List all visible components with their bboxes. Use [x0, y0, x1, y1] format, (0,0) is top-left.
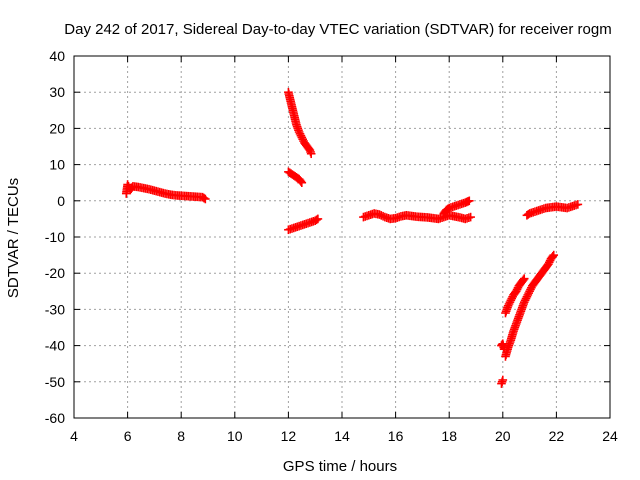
data-point — [549, 250, 559, 260]
data-point — [466, 212, 475, 222]
x-tick-label: 14 — [334, 428, 350, 444]
x-tick-label: 4 — [70, 428, 78, 444]
data-point — [312, 215, 321, 225]
x-tick-labels: 4 6 8 10 12 14 16 18 20 22 24 — [70, 428, 618, 444]
y-tick-label: 30 — [49, 84, 65, 100]
data-point — [498, 375, 508, 385]
y-tick-label: 10 — [49, 157, 65, 173]
x-tick-label: 6 — [124, 428, 132, 444]
x-axis-label: GPS time / hours — [283, 458, 397, 475]
y-tick-label: -50 — [45, 374, 65, 390]
x-tick-label: 12 — [281, 428, 297, 444]
x-tick-label: 16 — [388, 428, 404, 444]
data-point — [519, 274, 529, 283]
data-point — [297, 178, 307, 187]
data-point — [296, 177, 306, 186]
data-point — [313, 214, 323, 224]
y-tick-labels: -60 -50 -40 -30 -20 -10 0 10 20 30 40 — [45, 48, 65, 426]
data-point — [573, 200, 583, 209]
y-tick-label: -20 — [45, 265, 65, 281]
y-tick-label: 0 — [57, 193, 65, 209]
y-tick-label: 20 — [49, 120, 65, 136]
y-tick-label: -60 — [45, 410, 65, 426]
x-tick-label: 24 — [602, 428, 618, 444]
chart-title: Day 242 of 2017, Sidereal Day-to-day VTE… — [64, 21, 611, 38]
y-tick-label: -10 — [45, 229, 65, 245]
y-tick-label: -30 — [45, 301, 65, 317]
data-point — [306, 149, 316, 159]
x-tick-label: 20 — [495, 428, 511, 444]
data-point — [199, 193, 209, 203]
data-point — [201, 194, 210, 204]
x-tick-label: 22 — [549, 428, 565, 444]
grid-lines — [74, 56, 610, 418]
y-tick-label: 40 — [49, 48, 65, 64]
data-point — [519, 275, 528, 285]
data-point — [548, 252, 558, 261]
y-tick-label: -40 — [45, 338, 65, 354]
data-points — [121, 87, 583, 388]
data-point — [464, 196, 474, 206]
plot-frame — [73, 55, 611, 419]
x-tick-label: 10 — [227, 428, 243, 444]
x-tick-label: 8 — [177, 428, 185, 444]
y-axis-label: SDTVAR / TECUs — [5, 178, 22, 298]
x-tick-label: 18 — [441, 428, 457, 444]
